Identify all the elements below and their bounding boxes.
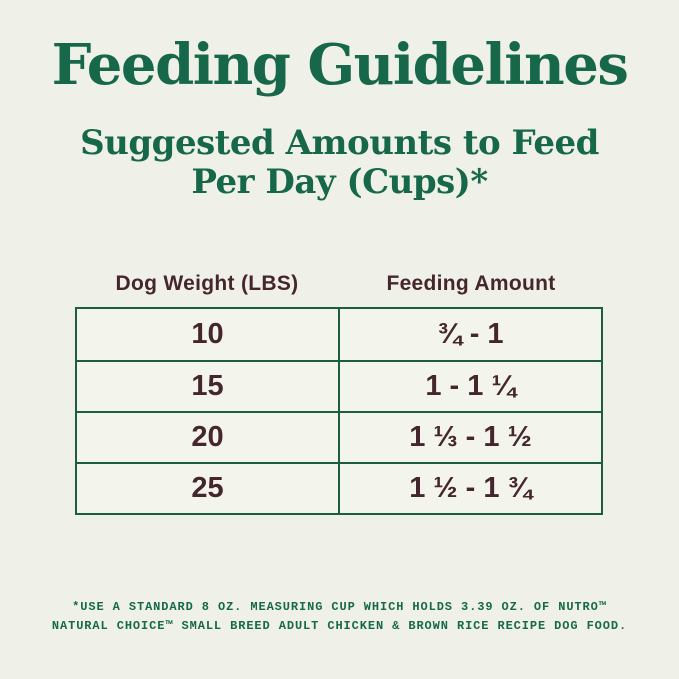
feeding-amount-cell: 1 - 1 ¼ (425, 370, 516, 402)
subtitle-line-2: Per Day (Cups)* (191, 162, 488, 203)
dog-weight-cell: 10 (77, 309, 340, 360)
dog-weight-cell: 25 (77, 464, 340, 513)
page-title: Feeding Guidelines (51, 32, 629, 98)
table-body: 10 ¾ - 1 15 1 - 1 ¼ 20 1 ⅓ - 1 ½ 25 1 ½ … (75, 307, 603, 515)
feeding-amount-cell: 1 ⅓ - 1 ½ (409, 421, 532, 453)
footnote-line-1: *USE A STANDARD 8 OZ. MEASURING CUP WHIC… (72, 600, 607, 614)
table-row: 20 1 ⅓ - 1 ½ (77, 411, 601, 462)
table-row: 15 1 - 1 ¼ (77, 360, 601, 411)
column-header-feeding-amount: Feeding Amount (386, 272, 556, 295)
feeding-table: Dog Weight (LBS) Feeding Amount 10 ¾ - 1… (75, 272, 603, 515)
table-row: 10 ¾ - 1 (77, 309, 601, 360)
feeding-amount-cell: ¾ - 1 (437, 318, 504, 350)
dog-weight-cell: 20 (77, 413, 340, 462)
footnote-line-2: NATURAL CHOICE™ SMALL BREED ADULT CHICKE… (51, 619, 628, 634)
measuring-cup-footnote: *USE A STANDARD 8 OZ. MEASURING CUP WHIC… (0, 598, 679, 636)
dog-weight-cell: 15 (77, 362, 340, 411)
subtitle-line-1: Suggested Amounts to Feed (80, 123, 599, 163)
table-row: 25 1 ½ - 1 ¾ (77, 462, 601, 513)
page-subtitle: Suggested Amounts to Feed Per Day (Cups)* (0, 123, 679, 203)
table-column-headers: Dog Weight (LBS) Feeding Amount (75, 272, 603, 296)
column-header-dog-weight: Dog Weight (LBS) (115, 272, 299, 295)
feeding-amount-cell: 1 ½ - 1 ¾ (409, 472, 532, 504)
